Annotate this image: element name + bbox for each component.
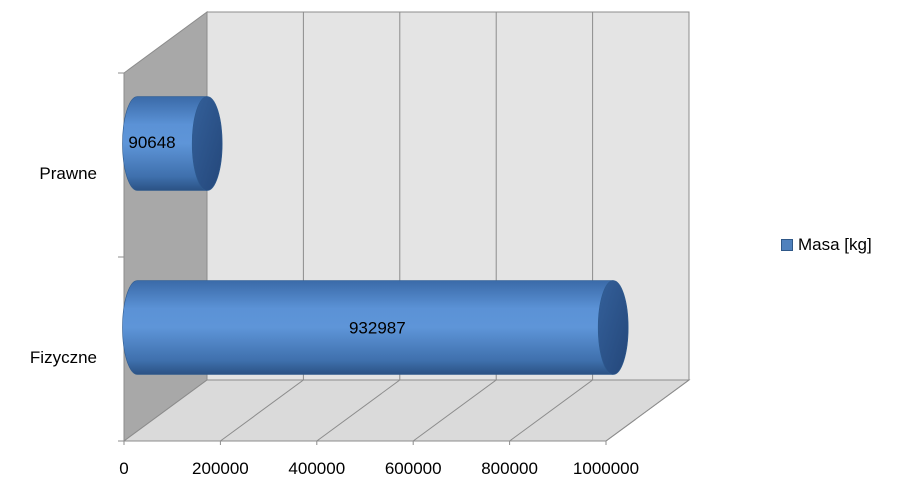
- data-label: 932987: [349, 319, 406, 338]
- gridline: [316, 379, 401, 442]
- bar: [122, 96, 223, 191]
- category-label: Prawne: [39, 164, 97, 183]
- x-tick-label: 200000: [192, 459, 249, 478]
- bars: [122, 96, 629, 375]
- legend-swatch: [781, 239, 793, 251]
- bar: [122, 280, 629, 375]
- bar-body: [122, 280, 614, 375]
- bar-body: [122, 96, 208, 191]
- side-wall: [123, 11, 208, 442]
- gridline: [220, 379, 304, 442]
- category-label: Fizyczne: [30, 348, 97, 367]
- gridline: [509, 379, 593, 442]
- axes: [118, 72, 607, 445]
- bar-end-cap: [597, 280, 629, 375]
- data-label: 90648: [128, 133, 175, 152]
- legend: Masa [kg]: [781, 235, 872, 255]
- labels: 0 200000 400000 600000 800000 1000000 932987 Fi…: [30, 133, 639, 478]
- floor: [122, 379, 691, 442]
- x-tick-label: 1000000: [573, 459, 639, 478]
- x-tick-label: 0: [119, 459, 128, 478]
- gridline: [412, 379, 497, 442]
- x-tick-label: 400000: [288, 459, 345, 478]
- legend-label: Masa [kg]: [798, 235, 872, 254]
- x-tick-label: 800000: [481, 459, 538, 478]
- gridline: [605, 379, 690, 442]
- bar-end-cap: [191, 96, 223, 191]
- x-tick-label: 600000: [385, 459, 442, 478]
